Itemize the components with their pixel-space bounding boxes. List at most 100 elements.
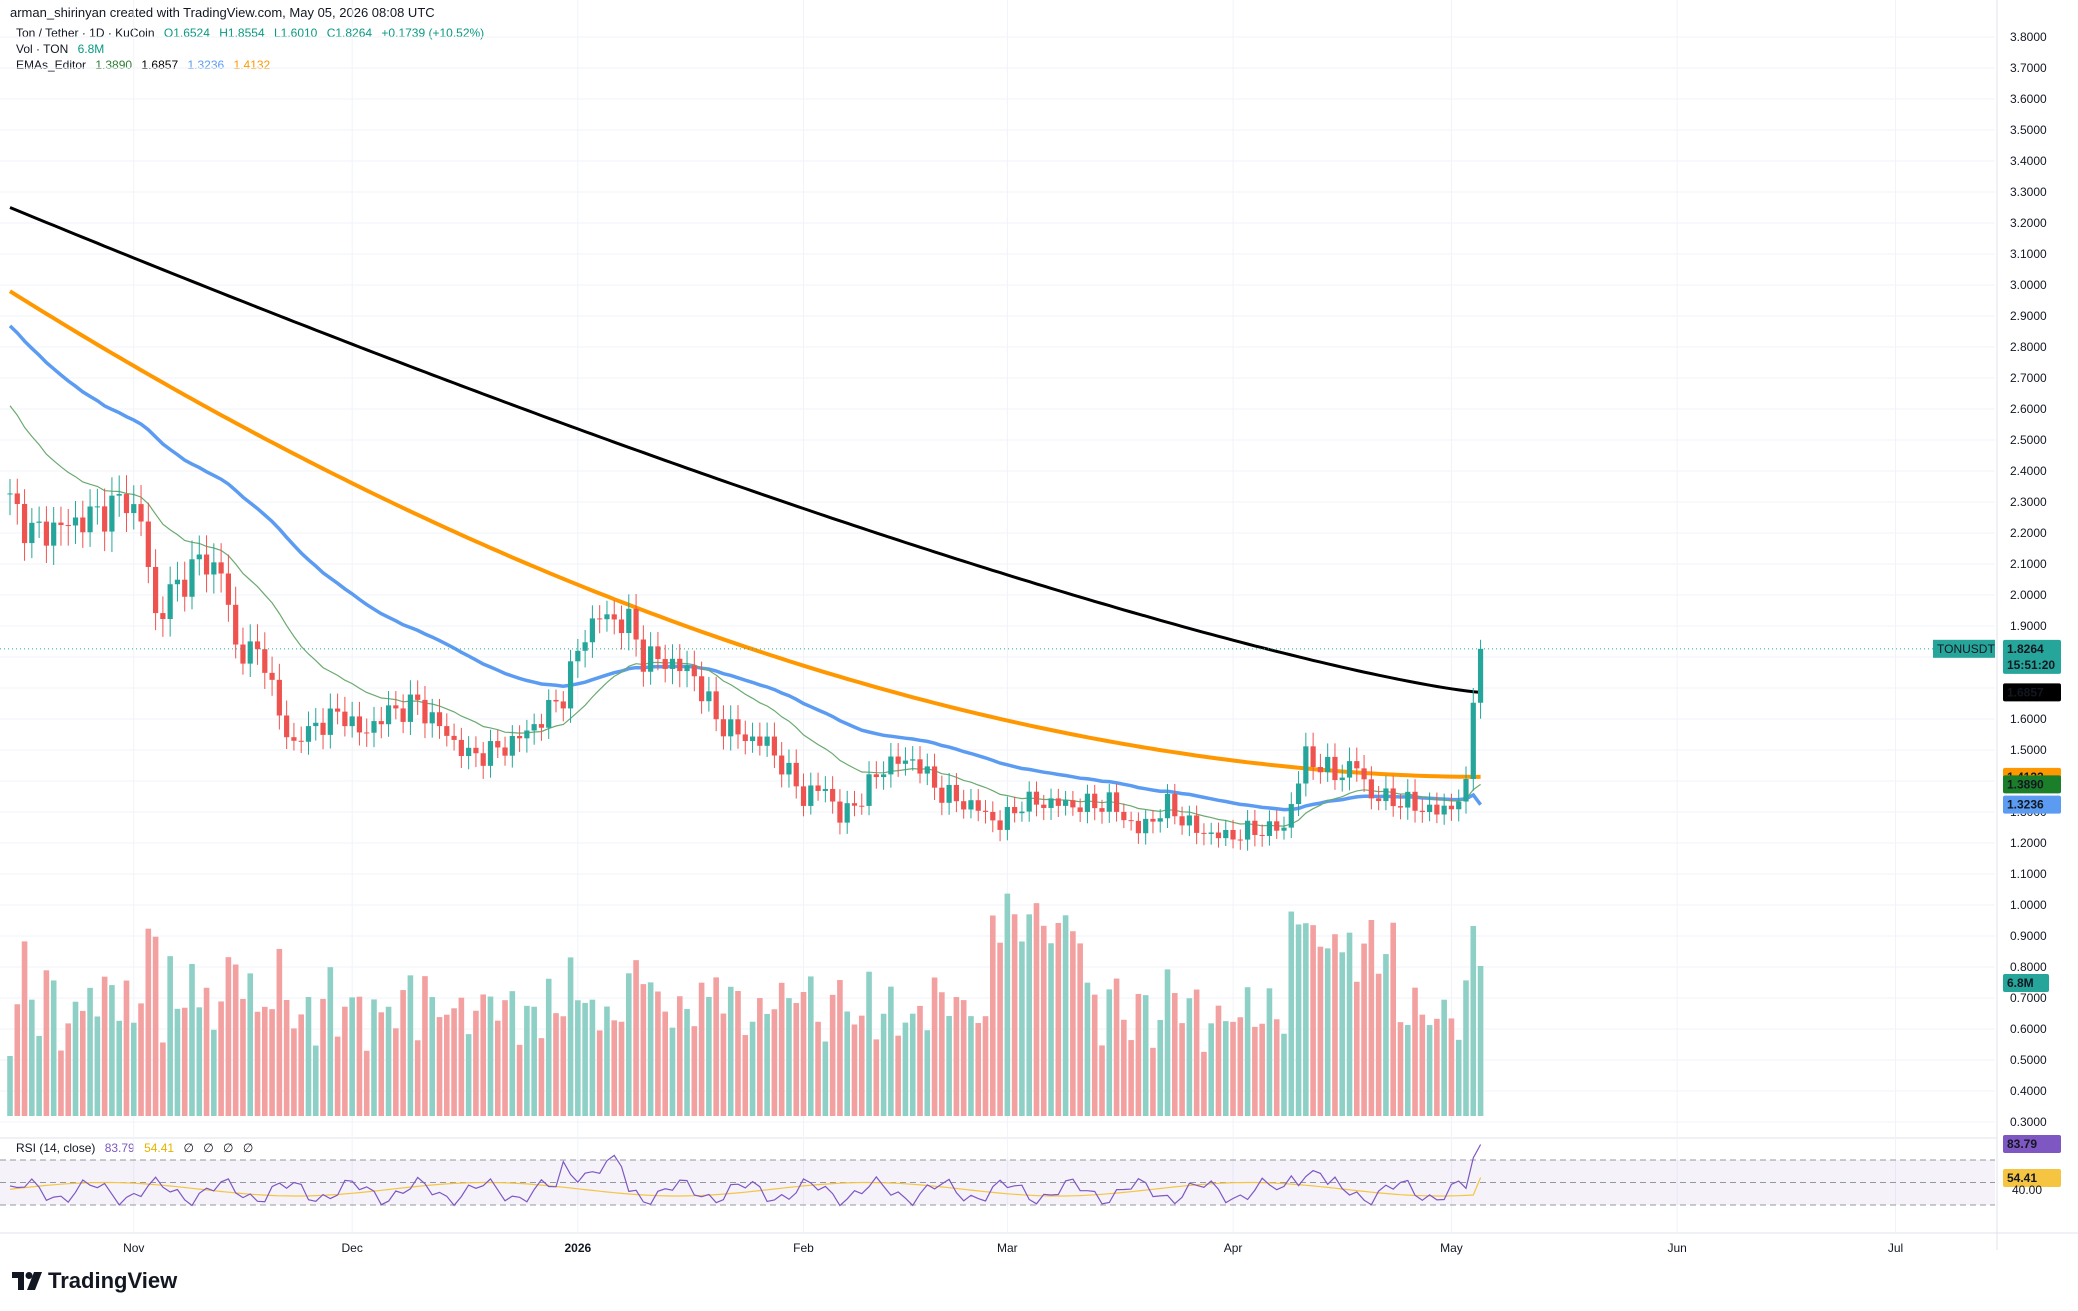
candle-body: [851, 803, 858, 806]
volume-bar: [1077, 943, 1083, 1116]
candle-body: [1237, 839, 1243, 841]
candle-body: [174, 579, 181, 585]
volume-bar: [305, 997, 312, 1116]
volume-bar: [29, 999, 35, 1116]
volume-bar: [1324, 948, 1331, 1116]
volume-bar: [764, 1013, 770, 1116]
volume-bar: [1252, 1026, 1258, 1116]
candle-body: [276, 679, 282, 716]
candle-body: [677, 658, 683, 672]
volume-bar: [1397, 1022, 1404, 1116]
volume-bar: [1273, 1019, 1280, 1116]
volume-bar: [240, 998, 246, 1116]
candle-body: [1295, 783, 1302, 805]
candle-body: [167, 584, 173, 620]
candle-body: [1186, 815, 1192, 826]
candle-body: [240, 644, 246, 664]
volume-bar: [720, 1013, 727, 1116]
candle-body: [1456, 801, 1462, 810]
ema-200-line: [9, 206, 1481, 694]
legend-rsi-label[interactable]: RSI (14, close): [16, 1141, 96, 1155]
volume-bar: [1091, 994, 1098, 1116]
candle-body: [524, 730, 530, 739]
volume-bar: [407, 975, 414, 1116]
candle-body: [203, 554, 210, 575]
volume-bar: [706, 996, 712, 1116]
volume-bar: [1288, 911, 1295, 1116]
volume-bar: [356, 996, 363, 1116]
volume-bar: [174, 1008, 181, 1116]
candle-body: [473, 747, 479, 754]
time-tick-label: Jun: [1667, 1241, 1686, 1255]
volume-bar: [786, 998, 792, 1116]
candle-body: [1012, 807, 1018, 814]
candle-body: [844, 803, 850, 823]
candle-body: [1434, 804, 1440, 815]
volume-bar: [844, 1011, 850, 1116]
rsi-line: [9, 1144, 1482, 1207]
volume-bar: [888, 986, 894, 1116]
volume-bar: [1346, 932, 1353, 1116]
symbol-tag-bg: [1933, 639, 1995, 658]
candle-body: [131, 504, 137, 514]
ema-20-line: [9, 405, 1481, 827]
candle-body: [313, 722, 319, 727]
volume-bar: [1070, 931, 1076, 1116]
candle-body: [873, 774, 879, 778]
price-tick-label: 3.0000: [2010, 278, 2047, 292]
volume-bar: [975, 1023, 982, 1116]
candle-body: [640, 639, 646, 672]
price-tick-label: 1.0000: [2010, 898, 2047, 912]
candle-body: [1317, 767, 1323, 773]
candle-body: [72, 517, 79, 526]
candle-body: [269, 672, 275, 680]
candle-body: [1470, 702, 1476, 780]
candle-body: [1113, 792, 1120, 812]
price-tick-label: 0.9000: [2010, 929, 2047, 943]
volume-bar: [771, 1009, 778, 1116]
volume-bar: [611, 1020, 618, 1116]
candle-body: [487, 741, 494, 766]
volume-bar: [917, 1005, 923, 1116]
candle-body: [65, 525, 71, 527]
legend-vol-label[interactable]: Vol · TON: [16, 42, 69, 56]
price-tick-label: 2.5000: [2010, 433, 2047, 447]
volume-bar: [596, 1030, 603, 1116]
last-price-tag-bg: [2003, 639, 2061, 674]
volume-bar: [1193, 989, 1200, 1116]
volume-bar: [895, 1035, 901, 1116]
candle-body: [517, 735, 523, 739]
candle-body: [997, 820, 1003, 830]
volume-bar: [698, 982, 705, 1116]
candle-body: [1026, 791, 1032, 812]
volume-bar: [757, 998, 763, 1116]
volume-bar: [1434, 1018, 1440, 1116]
volume-bar: [1412, 987, 1418, 1116]
volume-bar: [1040, 925, 1047, 1116]
volume-bar: [545, 978, 552, 1116]
candle-body: [1259, 834, 1265, 836]
candle-body: [196, 554, 202, 560]
candle-body: [371, 721, 377, 733]
volume-bar: [203, 987, 210, 1116]
candle-body: [713, 691, 719, 720]
candle-body: [669, 658, 676, 669]
candle-body: [1405, 791, 1411, 808]
volume-bar: [1419, 1014, 1426, 1116]
candle-body: [109, 495, 115, 532]
candle-body: [1397, 806, 1404, 808]
price-tick-label: 3.8000: [2010, 30, 2047, 44]
candle-body: [1252, 820, 1258, 835]
volume-bar: [1332, 934, 1338, 1116]
volume-bar: [291, 1028, 297, 1116]
candle-body: [1004, 807, 1010, 830]
candle-body: [575, 650, 581, 662]
volume-bar: [902, 1022, 909, 1116]
ema-100-line: [8, 289, 1481, 779]
candle-body: [356, 716, 363, 733]
volume-bar: [793, 1003, 800, 1116]
candle-body: [1230, 829, 1236, 840]
volume-bar: [254, 1011, 261, 1116]
candle-body: [662, 659, 668, 669]
